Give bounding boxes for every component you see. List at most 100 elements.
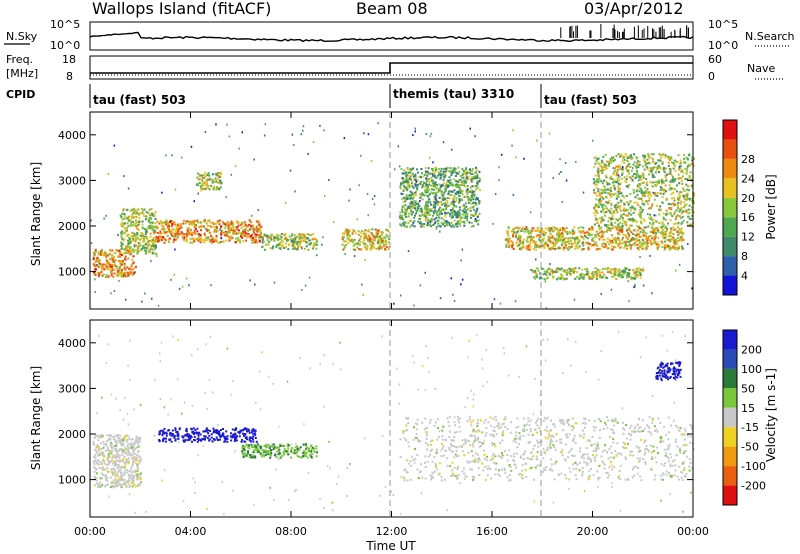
power-point [444, 170, 447, 173]
power-point [607, 237, 609, 240]
power-point [219, 179, 222, 182]
power-point [434, 167, 437, 170]
power-point [608, 163, 611, 165]
power-point [405, 225, 408, 228]
power-point [645, 200, 648, 203]
power-point [144, 237, 146, 239]
power-point [128, 268, 131, 271]
power-point [594, 243, 596, 245]
power-sparse-point [469, 127, 471, 130]
power-point [215, 238, 218, 241]
power-point [109, 263, 111, 266]
power-point [451, 169, 454, 172]
power-point [578, 267, 581, 270]
power-point [543, 247, 546, 250]
power-point [655, 232, 657, 235]
power-point [547, 229, 550, 232]
power-point [131, 215, 134, 218]
power-point [202, 187, 204, 190]
power-point [442, 193, 445, 196]
power-point [364, 242, 367, 245]
power-point [455, 175, 457, 177]
y-tick-label: 3000 [58, 174, 86, 187]
velocity-point [139, 475, 142, 478]
power-point [409, 197, 412, 200]
velocity-point [124, 447, 127, 450]
power-point [607, 209, 610, 212]
power-point [118, 249, 121, 252]
power-sparse-point [678, 165, 680, 168]
power-point [367, 234, 370, 237]
power-point [207, 237, 210, 240]
power-point [532, 227, 535, 230]
power-point [281, 244, 284, 247]
power-point [591, 239, 594, 242]
power-point [604, 153, 607, 156]
velocity-point [128, 484, 131, 487]
power-point [130, 264, 133, 267]
power-point [242, 231, 245, 234]
power-point [212, 188, 215, 191]
velocity-point [104, 485, 107, 488]
power-point [120, 245, 123, 248]
power-point [675, 215, 678, 218]
power-point [250, 221, 253, 224]
velocity-point [101, 472, 104, 475]
power-point [605, 211, 608, 213]
power-point [428, 208, 431, 211]
power-point [627, 157, 630, 159]
power-point [435, 191, 438, 194]
power-point [627, 272, 629, 274]
power-point [185, 238, 188, 241]
power-point [466, 170, 469, 173]
power-point [203, 181, 206, 184]
power-point [435, 187, 438, 190]
power-point [441, 223, 444, 226]
power-point [596, 180, 598, 183]
power-point [656, 183, 659, 186]
power-point [448, 176, 451, 179]
power-point [595, 198, 598, 201]
power-point [538, 237, 541, 240]
power-point [558, 235, 561, 237]
power-point [153, 244, 156, 247]
power-point [443, 176, 446, 179]
power-sparse-point [545, 307, 548, 309]
power-point [419, 217, 421, 220]
power-point [174, 232, 177, 235]
power-point [97, 251, 100, 254]
power-point [635, 220, 638, 223]
power-point [595, 217, 598, 220]
power-point [117, 259, 120, 262]
power-point [636, 170, 639, 173]
power-point [132, 261, 135, 264]
power-point [567, 237, 570, 240]
power-point [127, 257, 130, 260]
power-point [445, 183, 448, 186]
power-point [455, 172, 458, 175]
power-point [470, 180, 473, 183]
power-point [527, 245, 530, 248]
power-point [616, 173, 618, 175]
power-point [620, 177, 623, 180]
velocity-point [120, 478, 123, 481]
power-point [256, 241, 259, 244]
power-point [208, 188, 211, 191]
power-point [463, 224, 466, 227]
power-point [279, 238, 282, 241]
power-sparse-point [113, 290, 116, 292]
power-point [123, 217, 125, 220]
velocity-point [132, 460, 135, 463]
power-point [400, 168, 403, 171]
velocity-point [116, 453, 118, 456]
power-point [182, 233, 185, 236]
power-point [670, 227, 672, 230]
power-point [633, 153, 635, 156]
power-point [409, 184, 412, 187]
power-point [663, 171, 666, 174]
power-point [352, 248, 355, 251]
power-point [406, 168, 409, 171]
power-point [535, 229, 538, 232]
power-point [439, 177, 442, 180]
power-point [118, 272, 121, 275]
